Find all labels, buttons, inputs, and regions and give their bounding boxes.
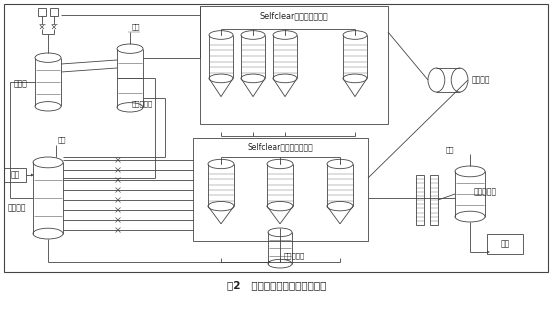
Bar [416,175,424,225]
Polygon shape [487,250,490,254]
Polygon shape [268,260,271,264]
Bar [50,8,58,16]
Text: 真空: 真空 [132,24,141,30]
Text: 预脱色罐: 预脱色罐 [8,203,26,212]
Text: Selfclear全自动过滤系统: Selfclear全自动过滤系统 [248,143,314,152]
Text: 反冲洗罐: 反冲洗罐 [472,76,490,85]
Bar [193,138,368,241]
Text: 二次脱色罐: 二次脱色罐 [132,101,153,107]
Text: 泥浆暂存罐: 泥浆暂存罐 [284,253,305,259]
Text: 物料: 物料 [11,170,19,179]
Text: 物料缓冲罐: 物料缓冲罐 [474,188,497,197]
Text: 预混罐: 预混罐 [14,79,28,88]
Text: 脱臭: 脱臭 [500,240,510,249]
Text: 图2   连续式逆流脱色工艺流程图: 图2 连续式逆流脱色工艺流程图 [227,280,327,290]
Bar [200,6,388,124]
Text: 真空: 真空 [58,137,66,143]
Bar [487,234,523,254]
Text: Selfclear全自动过滤系统: Selfclear全自动过滤系统 [260,11,329,20]
Bar [430,175,438,225]
Polygon shape [31,174,34,176]
Text: 真空: 真空 [446,147,454,153]
Bar [4,4,548,272]
Bar [4,168,26,182]
Bar [38,8,46,16]
